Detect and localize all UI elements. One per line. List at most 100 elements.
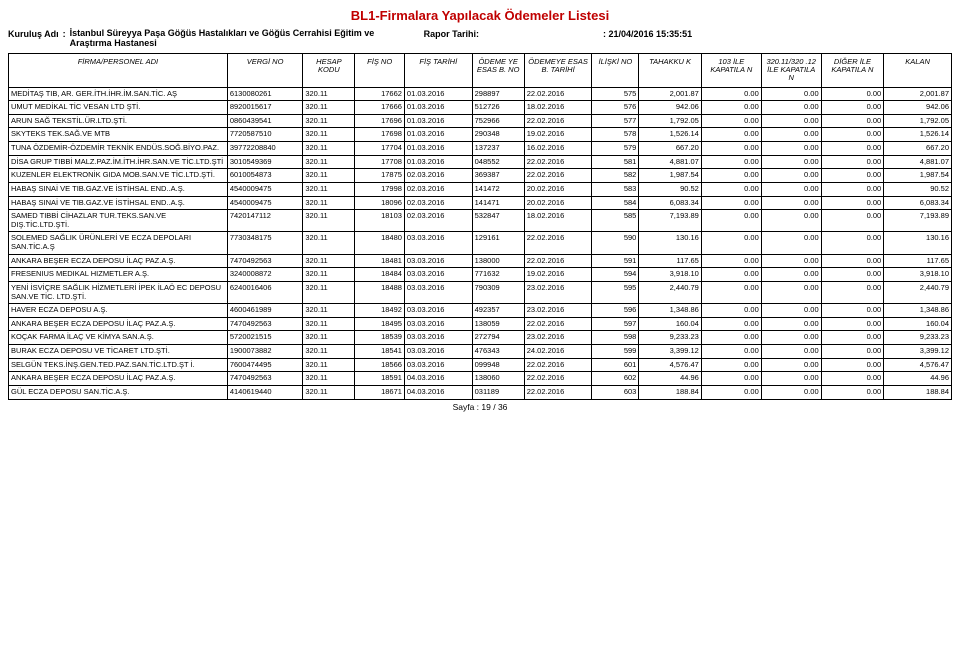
cell-oebtar: 23.02.2016 bbox=[524, 331, 592, 345]
cell-tahak: 130.16 bbox=[639, 232, 702, 254]
cell-tahak: 2,440.79 bbox=[639, 281, 702, 303]
cell-name: SOLEMED SAĞLIK ÜRÜNLERİ VE ECZA DEPOLARI… bbox=[9, 232, 228, 254]
cell-name: HABAŞ SINAİ VE TIB.GAZ.VE İSTİHSAL END..… bbox=[9, 196, 228, 210]
table-row: ANKARA BEŞER ECZA DEPOSU İLAÇ PAZ.A.Ş.74… bbox=[9, 317, 952, 331]
cell-oebtar: 22.02.2016 bbox=[524, 114, 592, 128]
cell-kalan: 44.96 bbox=[884, 372, 952, 386]
cell-k103: 0.00 bbox=[701, 182, 761, 196]
cell-kalan: 117.65 bbox=[884, 254, 952, 268]
cell-fistar: 03.03.2016 bbox=[404, 331, 472, 345]
cell-fisno: 18484 bbox=[355, 268, 404, 282]
cell-k320: 0.00 bbox=[761, 142, 821, 156]
table-row: ANKARA BEŞER ECZA DEPOSU İLAÇ PAZ.A.Ş.74… bbox=[9, 372, 952, 386]
cell-k103: 0.00 bbox=[701, 87, 761, 101]
cell-name: HAVER ECZA DEPOSU A.Ş. bbox=[9, 304, 228, 318]
cell-fisno: 17875 bbox=[355, 169, 404, 183]
table-row: SKYTEKS TEK.SAĞ.VE MTB7720587510320.1117… bbox=[9, 128, 952, 142]
cell-fistar: 03.03.2016 bbox=[404, 254, 472, 268]
cell-hesap: 320.11 bbox=[303, 331, 355, 345]
cell-k320: 0.00 bbox=[761, 345, 821, 359]
cell-tahak: 188.84 bbox=[639, 385, 702, 399]
cell-kdig: 0.00 bbox=[821, 87, 884, 101]
cell-name: ARUN SAĞ TEKSTİL.ÜR.LTD.ŞTİ. bbox=[9, 114, 228, 128]
cell-vergi: 4140619440 bbox=[227, 385, 303, 399]
cell-oebno: 771632 bbox=[472, 268, 524, 282]
table-row: DİSA GRUP TIBBİ MALZ.PAZ.İM.İTH.İHR.SAN.… bbox=[9, 155, 952, 169]
cell-name: TUNA ÖZDEMİR-ÖZDEMİR TEKNİK ENDÜS.SOĞ.Bİ… bbox=[9, 142, 228, 156]
cell-hesap: 320.11 bbox=[303, 254, 355, 268]
cell-kalan: 3,918.10 bbox=[884, 268, 952, 282]
cell-ilis: 584 bbox=[592, 196, 639, 210]
cell-kdig: 0.00 bbox=[821, 358, 884, 372]
cell-fistar: 01.03.2016 bbox=[404, 101, 472, 115]
cell-oebno: 141472 bbox=[472, 182, 524, 196]
cell-oebtar: 23.02.2016 bbox=[524, 281, 592, 303]
cell-hesap: 320.11 bbox=[303, 169, 355, 183]
cell-kalan: 667.20 bbox=[884, 142, 952, 156]
cell-name: BURAK ECZA DEPOSU VE TİCARET LTD.ŞTİ. bbox=[9, 345, 228, 359]
cell-kalan: 7,193.89 bbox=[884, 210, 952, 232]
cell-fisno: 17998 bbox=[355, 182, 404, 196]
col-vergi: VERGİ NO bbox=[227, 53, 303, 87]
cell-k320: 0.00 bbox=[761, 128, 821, 142]
cell-kdig: 0.00 bbox=[821, 304, 884, 318]
cell-kalan: 160.04 bbox=[884, 317, 952, 331]
col-k103: 103 İLE KAPATILA N bbox=[701, 53, 761, 87]
col-fistar: FİŞ TARİHİ bbox=[404, 53, 472, 87]
cell-oebno: 369387 bbox=[472, 169, 524, 183]
cell-tahak: 4,576.47 bbox=[639, 358, 702, 372]
cell-k103: 0.00 bbox=[701, 331, 761, 345]
cell-ilis: 596 bbox=[592, 304, 639, 318]
cell-oebtar: 18.02.2016 bbox=[524, 210, 592, 232]
cell-k320: 0.00 bbox=[761, 169, 821, 183]
cell-tahak: 44.96 bbox=[639, 372, 702, 386]
cell-vergi: 1900073882 bbox=[227, 345, 303, 359]
cell-tahak: 3,399.12 bbox=[639, 345, 702, 359]
cell-name: UMUT MEDİKAL TİC VESAN LTD ŞTİ. bbox=[9, 101, 228, 115]
col-k320: 320.11/320 .12 İLE KAPATILA N bbox=[761, 53, 821, 87]
cell-name: DİSA GRUP TIBBİ MALZ.PAZ.İM.İTH.İHR.SAN.… bbox=[9, 155, 228, 169]
cell-k320: 0.00 bbox=[761, 385, 821, 399]
cell-oebno: 138059 bbox=[472, 317, 524, 331]
cell-kdig: 0.00 bbox=[821, 254, 884, 268]
cell-vergi: 7470492563 bbox=[227, 254, 303, 268]
cell-oebtar: 18.02.2016 bbox=[524, 101, 592, 115]
cell-oebtar: 22.02.2016 bbox=[524, 317, 592, 331]
cell-fistar: 04.03.2016 bbox=[404, 372, 472, 386]
cell-fisno: 17666 bbox=[355, 101, 404, 115]
cell-ilis: 597 bbox=[592, 317, 639, 331]
cell-name: SKYTEKS TEK.SAĞ.VE MTB bbox=[9, 128, 228, 142]
cell-kdig: 0.00 bbox=[821, 268, 884, 282]
cell-ilis: 581 bbox=[592, 155, 639, 169]
cell-oebtar: 22.02.2016 bbox=[524, 254, 592, 268]
cell-kdig: 0.00 bbox=[821, 317, 884, 331]
cell-kdig: 0.00 bbox=[821, 210, 884, 232]
page-footer: Sayfa : 19 / 36 bbox=[8, 402, 952, 412]
table-header-row: FİRMA/PERSONEL ADI VERGİ NO HESAP KODU F… bbox=[9, 53, 952, 87]
cell-k103: 0.00 bbox=[701, 372, 761, 386]
cell-oebtar: 22.02.2016 bbox=[524, 358, 592, 372]
cell-hesap: 320.11 bbox=[303, 281, 355, 303]
cell-k103: 0.00 bbox=[701, 128, 761, 142]
cell-k103: 0.00 bbox=[701, 281, 761, 303]
table-row: ARUN SAĞ TEKSTİL.ÜR.LTD.ŞTİ.086043954132… bbox=[9, 114, 952, 128]
cell-hesap: 320.11 bbox=[303, 345, 355, 359]
cell-name: GÜL ECZA DEPOSU SAN.TİC.A.Ş. bbox=[9, 385, 228, 399]
cell-kdig: 0.00 bbox=[821, 196, 884, 210]
cell-oebtar: 16.02.2016 bbox=[524, 142, 592, 156]
cell-fisno: 18566 bbox=[355, 358, 404, 372]
cell-kalan: 4,576.47 bbox=[884, 358, 952, 372]
report-title: BL1-Firmalara Yapılacak Ödemeler Listesi bbox=[8, 8, 952, 23]
cell-fistar: 01.03.2016 bbox=[404, 142, 472, 156]
cell-name: KOÇAK FARMA İLAÇ VE KİMYA SAN.A.Ş. bbox=[9, 331, 228, 345]
report-header: Kuruluş Adı : İstanbul Süreyya Paşa Göğü… bbox=[8, 29, 952, 49]
cell-kdig: 0.00 bbox=[821, 385, 884, 399]
cell-hesap: 320.11 bbox=[303, 114, 355, 128]
cell-fistar: 03.03.2016 bbox=[404, 232, 472, 254]
org-label: Kuruluş Adı bbox=[8, 29, 59, 39]
cell-ilis: 591 bbox=[592, 254, 639, 268]
cell-oebtar: 19.02.2016 bbox=[524, 128, 592, 142]
cell-tahak: 7,193.89 bbox=[639, 210, 702, 232]
cell-fisno: 18591 bbox=[355, 372, 404, 386]
cell-vergi: 7420147112 bbox=[227, 210, 303, 232]
